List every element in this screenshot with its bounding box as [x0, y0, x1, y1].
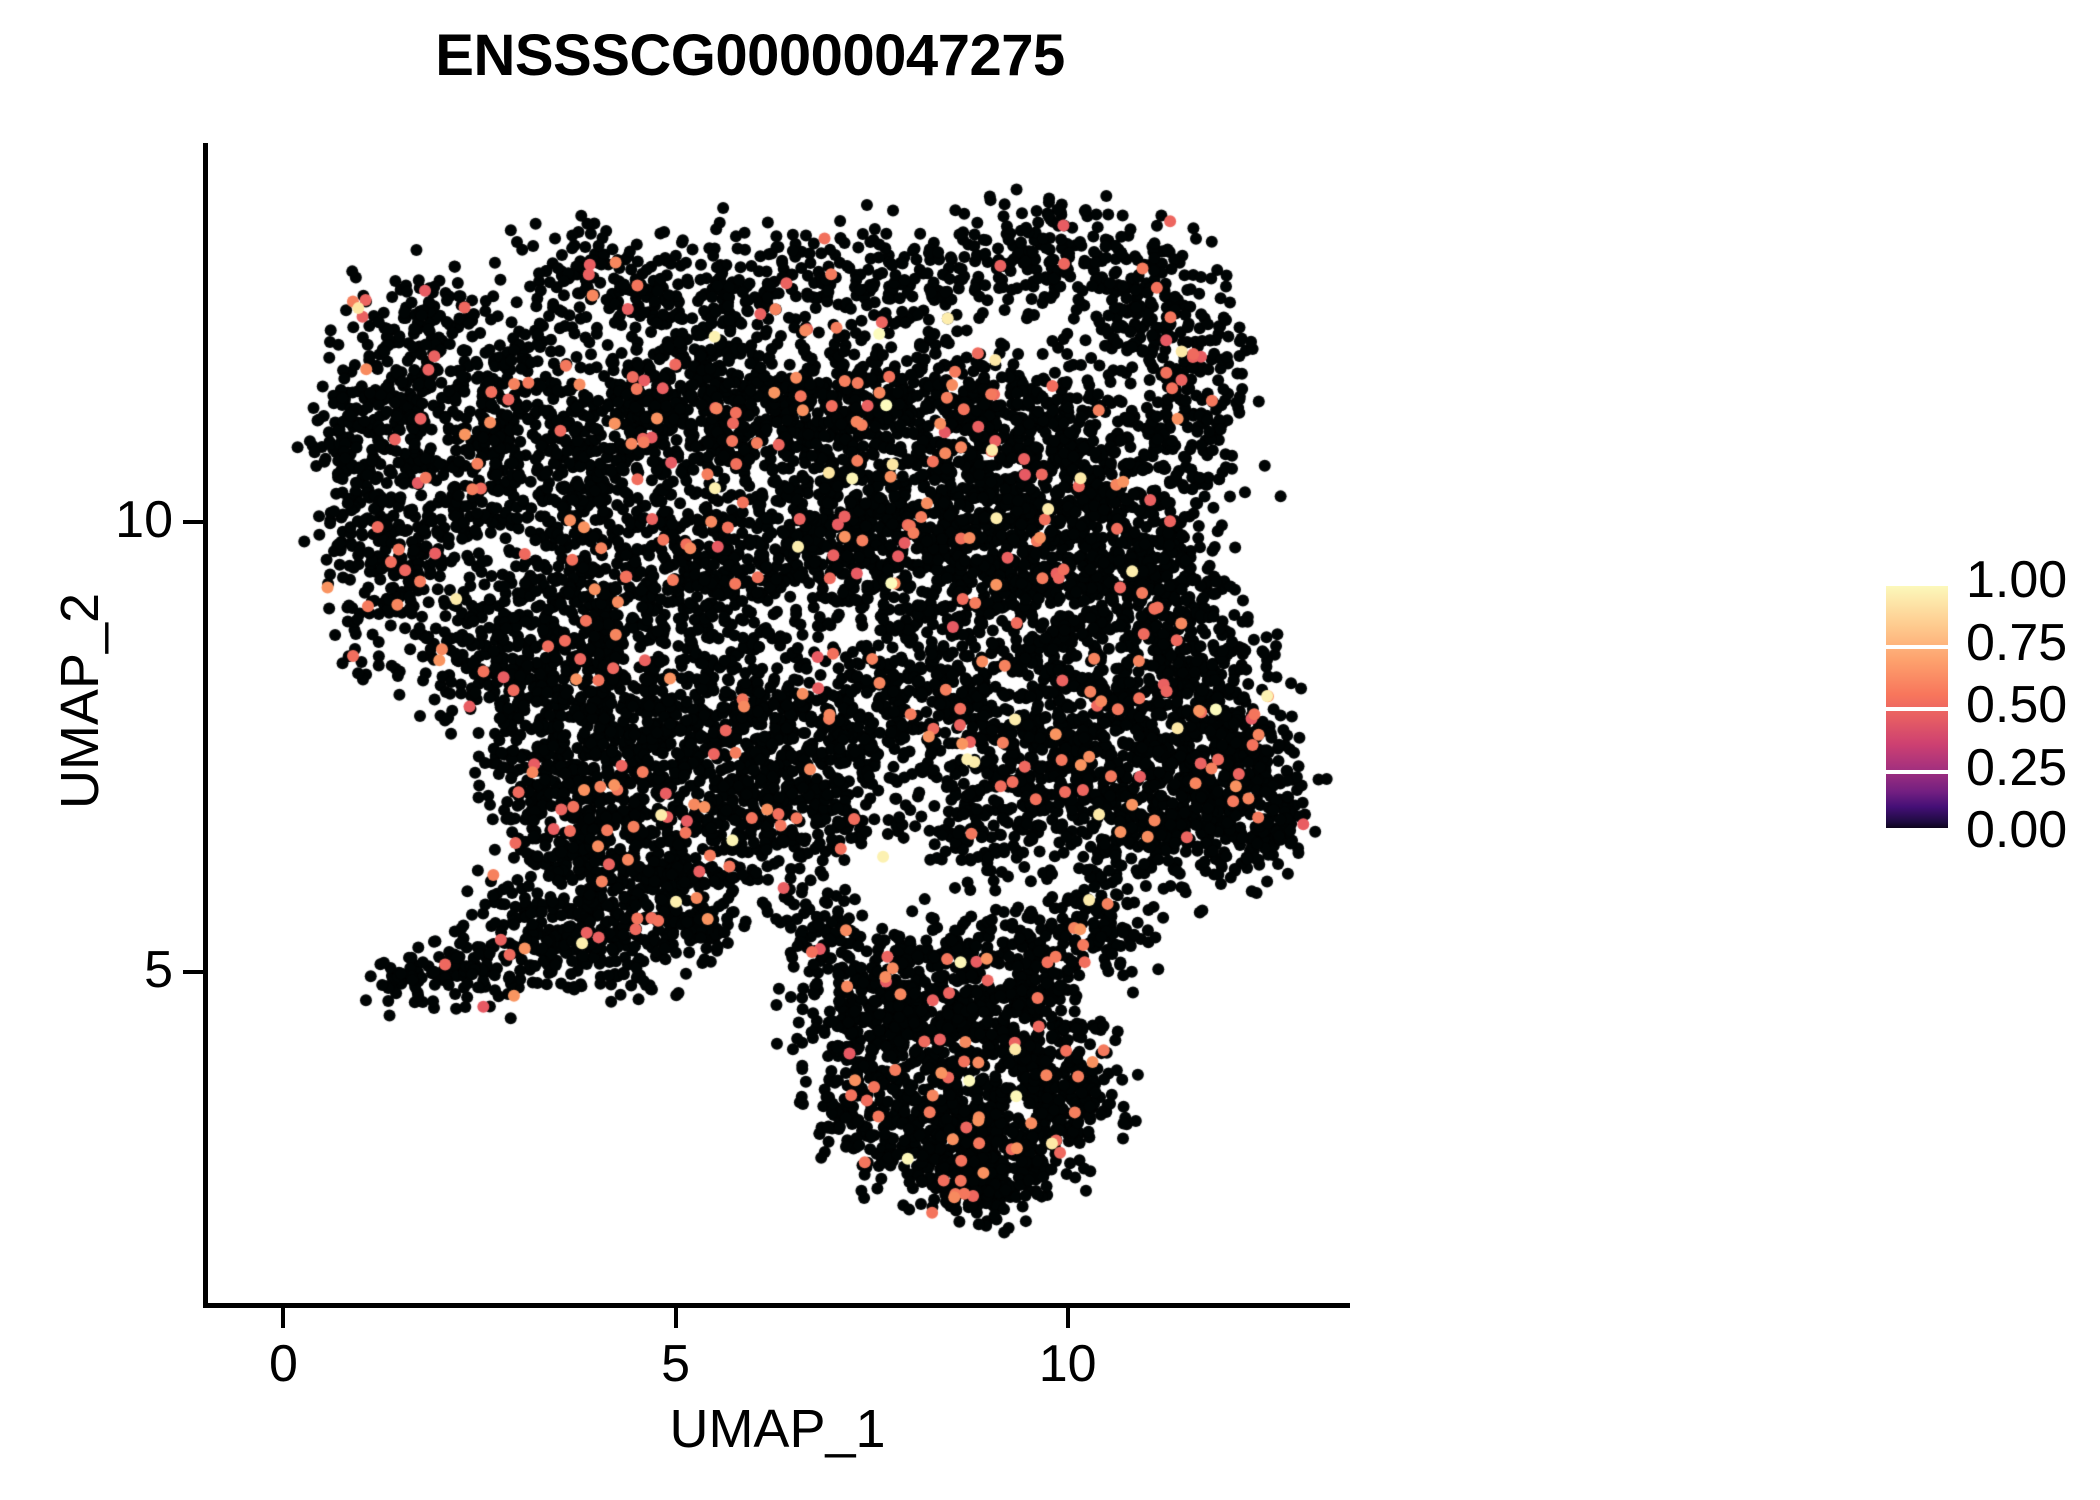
colorbar-label-000: 0.00: [1966, 801, 2068, 859]
colorbar-tick-025: [1886, 769, 1948, 774]
colorbar-tick-000: [1886, 828, 1948, 832]
x-ticklabel-5: 5: [661, 1335, 690, 1393]
x-tick-5: [673, 1308, 678, 1328]
x-tick-10: [1065, 1308, 1070, 1328]
x-axis-title: UMAP_1: [669, 1399, 886, 1459]
y-tick-10: [183, 519, 203, 524]
colorbar-tick-075: [1886, 644, 1948, 649]
x-tick-0: [281, 1308, 286, 1328]
colorbar-tick-050: [1886, 707, 1948, 711]
x-ticklabel-0: 0: [268, 1335, 298, 1393]
y-ticklabel-5: 5: [144, 941, 173, 1000]
page-title: ENSSSCG00000047275: [435, 23, 1065, 88]
colorbar-tick-1: [1886, 582, 1948, 586]
y-tick-5: [183, 970, 203, 975]
colorbar-label-050: 0.50: [1966, 676, 2068, 734]
colorbar-label-1: 1.00: [1966, 551, 2068, 609]
colorbar-legend: 1.00 0.75 0.50 0.25 0.00: [1886, 551, 2086, 859]
colorbar-label-025: 0.25: [1966, 738, 2068, 797]
y-ticklabel-10: 10: [115, 490, 173, 549]
plot-panel: [205, 143, 1350, 1306]
x-ticklabel-10: 10: [1038, 1335, 1097, 1393]
scatter-plot-canvas: [205, 143, 1350, 1306]
colorbar-label-075: 0.75: [1966, 613, 2068, 672]
x-axis-line: [203, 1303, 1350, 1308]
y-axis-title: UMAP_2: [50, 592, 110, 810]
y-axis-line: [203, 143, 208, 1308]
